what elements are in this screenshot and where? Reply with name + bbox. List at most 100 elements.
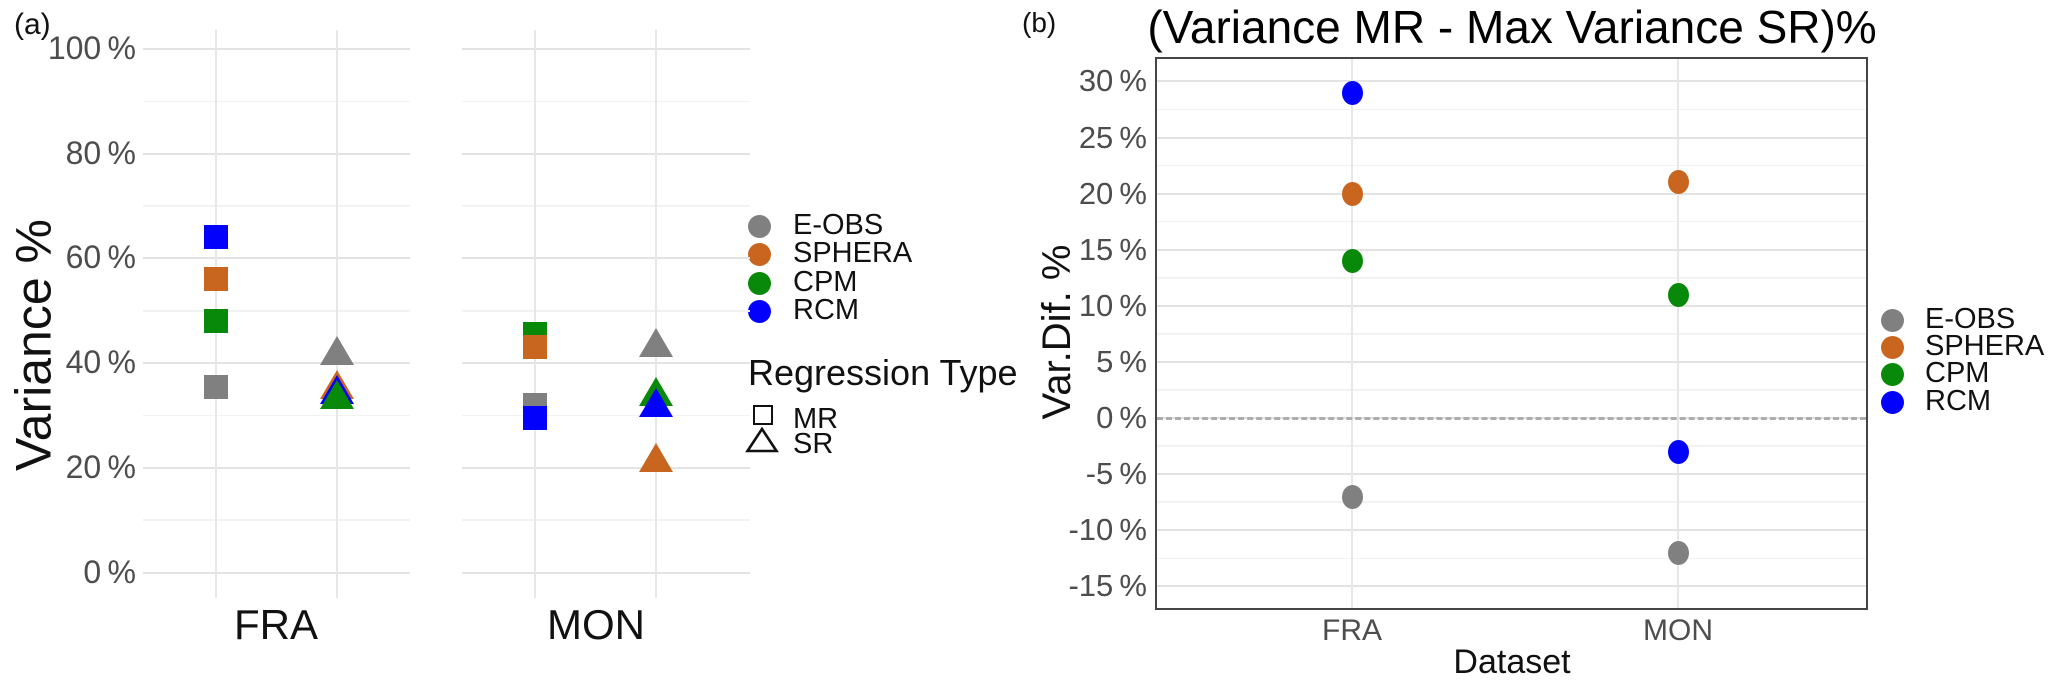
y-tick-label: 0 %	[83, 553, 136, 590]
point-fra-mr-rcm	[204, 225, 228, 250]
y-tick-label: 5 %	[1096, 343, 1147, 379]
gridline-major	[1157, 136, 1866, 139]
gridline-minor	[143, 310, 410, 312]
gridline-major	[462, 48, 750, 50]
point-mon-rcm	[1667, 439, 1689, 464]
gridline-major	[1157, 304, 1866, 307]
gridline-minor	[1157, 445, 1866, 447]
gridline-major	[1157, 529, 1866, 532]
y-tick-label: 20 %	[1078, 175, 1147, 211]
gridline-minor	[143, 414, 410, 417]
point-mon-cpm	[1667, 282, 1689, 307]
legend-color-swatch-e-obs	[1881, 308, 1904, 332]
gridline-major	[143, 257, 410, 260]
point-mon-mr-rcm	[523, 406, 547, 431]
gridline-major	[462, 257, 750, 260]
gridline-major	[462, 571, 750, 574]
gridline-major	[462, 466, 750, 469]
legend-color-swatch-e-obs	[748, 214, 771, 238]
shape-legend-title: Regression Type	[748, 352, 1018, 393]
gridline-major	[462, 152, 750, 155]
y-tick-label: 20 %	[65, 448, 136, 485]
y-tick-label: 30 %	[1078, 63, 1147, 99]
gridline-minor	[1157, 220, 1866, 223]
square-mr-icon	[753, 405, 773, 425]
legend-label-cpm: CPM	[793, 266, 858, 298]
legend-label-sphera: SPHERA	[1925, 330, 2045, 362]
panel-b-border	[1155, 57, 1868, 610]
y-tick-label: 60 %	[65, 239, 136, 276]
gridline-major	[143, 48, 410, 50]
gridline-minor	[143, 100, 410, 103]
legend-color-swatch-sphera	[1881, 335, 1904, 359]
legend-label-e-obs: E-OBS	[1925, 303, 2016, 335]
y-tick-label: 40 %	[65, 344, 136, 381]
triangle-sr-icon	[745, 426, 779, 453]
point-mon-e-obs	[1667, 540, 1689, 565]
point-fra-mr-sphera	[204, 267, 228, 292]
point-fra-sr-cpm	[320, 380, 354, 409]
y-tick-label: 10 %	[1078, 287, 1147, 323]
legend-color-swatch-cpm	[1881, 362, 1904, 386]
point-mon-sr-sphera	[639, 442, 673, 472]
gridline-major	[143, 466, 410, 469]
gridline-minor	[1157, 333, 1866, 335]
gridline-minor	[1157, 164, 1866, 167]
gridline-minor	[1157, 277, 1866, 279]
gridline-major	[143, 152, 410, 155]
gridline-minor	[1157, 501, 1866, 503]
gridline-major	[143, 571, 410, 574]
gridline-minor	[462, 205, 750, 207]
gridline-minor	[462, 414, 750, 417]
legend-color-swatch-cpm	[748, 271, 771, 295]
y-tick-label: -5 %	[1085, 456, 1147, 492]
gridline-minor	[462, 100, 750, 103]
point-fra-rcm	[1341, 80, 1363, 105]
y-tick-label: -15 %	[1068, 568, 1147, 604]
zero-reference-line	[1157, 416, 1866, 420]
panel-b-y-axis-title: Var.Dif. %	[1035, 244, 1079, 420]
y-tick-label: 0 %	[1096, 400, 1147, 435]
point-mon-mr-sphera	[523, 335, 547, 360]
shape-legend-label-sr: SR	[793, 428, 834, 460]
point-fra-mr-cpm	[204, 309, 228, 334]
legend-label-sphera: SPHERA	[793, 237, 913, 269]
gridline-vertical	[534, 30, 536, 598]
x-category-label: MON	[1643, 614, 1713, 647]
gridline-major	[1157, 248, 1866, 251]
gridline-minor	[1157, 108, 1866, 111]
gridline-major	[143, 362, 410, 365]
panel-a-label: (a)	[14, 8, 51, 41]
legend-color-swatch-rcm	[748, 299, 771, 323]
gridline-vertical	[1351, 59, 1353, 608]
y-tick-label: 80 %	[65, 134, 136, 171]
point-fra-sr-e-obs	[320, 335, 354, 365]
point-mon-sr-rcm	[639, 387, 673, 417]
gridline-major	[1157, 585, 1866, 588]
point-mon-sphera	[1667, 170, 1689, 195]
gridline-minor	[1157, 389, 1866, 391]
legend-label-rcm: RCM	[793, 294, 860, 326]
x-category-label: FRA	[1322, 614, 1382, 647]
point-fra-sphera	[1341, 181, 1363, 206]
panel-b-title: (Variance MR - Max Variance SR)%	[1147, 1, 1877, 53]
point-fra-e-obs	[1341, 484, 1363, 509]
legend-color-swatch-sphera	[748, 242, 771, 266]
y-tick-label: 15 %	[1078, 231, 1147, 267]
gridline-major	[1157, 80, 1866, 83]
x-category-label: FRA	[234, 601, 318, 648]
panel-b-label: (b)	[1022, 7, 1057, 38]
gridline-minor	[143, 205, 410, 207]
point-fra-cpm	[1341, 248, 1363, 273]
point-fra-mr-e-obs	[204, 374, 228, 399]
point-mon-sr-e-obs	[639, 327, 673, 357]
gridline-major	[1157, 192, 1866, 195]
x-category-label: MON	[547, 601, 645, 648]
gridline-major	[1157, 473, 1866, 476]
gridline-vertical	[1677, 59, 1679, 608]
legend-color-swatch-rcm	[1881, 390, 1904, 414]
legend-label-e-obs: E-OBS	[793, 209, 884, 241]
gridline-minor	[143, 519, 410, 521]
shape-legend-label-mr: MR	[793, 403, 839, 435]
